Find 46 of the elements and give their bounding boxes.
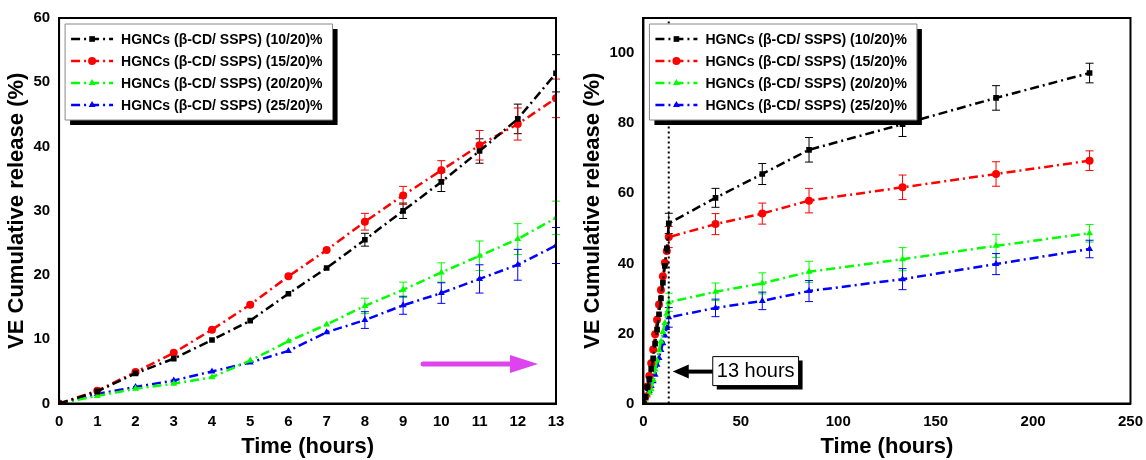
ref-line-label: 13 hours: [716, 359, 795, 382]
x-tick-label: 3: [169, 411, 178, 429]
y-tick-label: 50: [33, 72, 51, 90]
x-tick-label: 5: [246, 411, 255, 429]
legend-label: HGNCs (β-CD/ SSPS) (25/20)%: [705, 96, 908, 113]
x-tick-label: 0: [639, 411, 648, 429]
y-axis-title: VE Cumulative release (%): [579, 72, 605, 349]
x-tick-label: 250: [1117, 411, 1143, 429]
y-tick-label: 40: [617, 253, 635, 271]
x-tick-label: 0: [54, 411, 64, 429]
x-tick-label: 50: [732, 411, 750, 429]
x-tick-label: 200: [1020, 411, 1046, 429]
x-tick-label: 7: [322, 411, 331, 429]
legend-label: HGNCs (β-CD/ SSPS) (20/20)%: [121, 74, 324, 91]
x-axis-title: Time (hours): [820, 432, 954, 458]
x-tick-label: 1: [93, 411, 102, 429]
y-tick-label: 40: [33, 136, 51, 154]
x-tick-label: 10: [432, 411, 450, 429]
y-tick-label: 60: [33, 8, 51, 26]
x-tick-label: 4: [207, 411, 217, 429]
legend-label: HGNCs (β-CD/ SSPS) (25/20)%: [121, 96, 324, 113]
x-tick-label: 13: [547, 411, 565, 429]
y-tick-label: 100: [609, 43, 635, 61]
y-tick-label: 0: [41, 393, 51, 411]
x-tick-label: 8: [360, 411, 370, 429]
y-axis-title: VE Cumulative release (%): [3, 72, 29, 349]
y-tick-label: 20: [617, 323, 635, 341]
y-tick-label: 0: [626, 393, 635, 411]
legend-label: HGNCs (β-CD/ SSPS) (20/20)%: [705, 74, 908, 91]
y-tick-label: 20: [33, 265, 51, 283]
x-axis-title: Time (hours): [241, 432, 374, 458]
x-tick-label: 9: [398, 411, 408, 429]
y-tick-label: 30: [33, 200, 51, 218]
x-tick-label: 6: [284, 411, 293, 429]
x-tick-label: 12: [509, 411, 527, 429]
legend-label: HGNCs (β-CD/ SSPS) (15/20)%: [705, 52, 908, 69]
x-tick-label: 11: [471, 411, 488, 429]
y-tick-label: 60: [617, 183, 635, 201]
x-tick-label: 100: [825, 411, 851, 429]
legend-label: HGNCs (β-CD/ SSPS) (10/20)%: [705, 30, 908, 47]
x-tick-label: 150: [923, 411, 949, 429]
legend-label: HGNCs (β-CD/ SSPS) (10/20)%: [121, 30, 324, 47]
legend-label: HGNCs (β-CD/ SSPS) (15/20)%: [121, 52, 324, 69]
y-tick-label: 10: [33, 329, 51, 347]
y-tick-label: 80: [617, 113, 635, 131]
x-tick-label: 2: [131, 411, 140, 429]
